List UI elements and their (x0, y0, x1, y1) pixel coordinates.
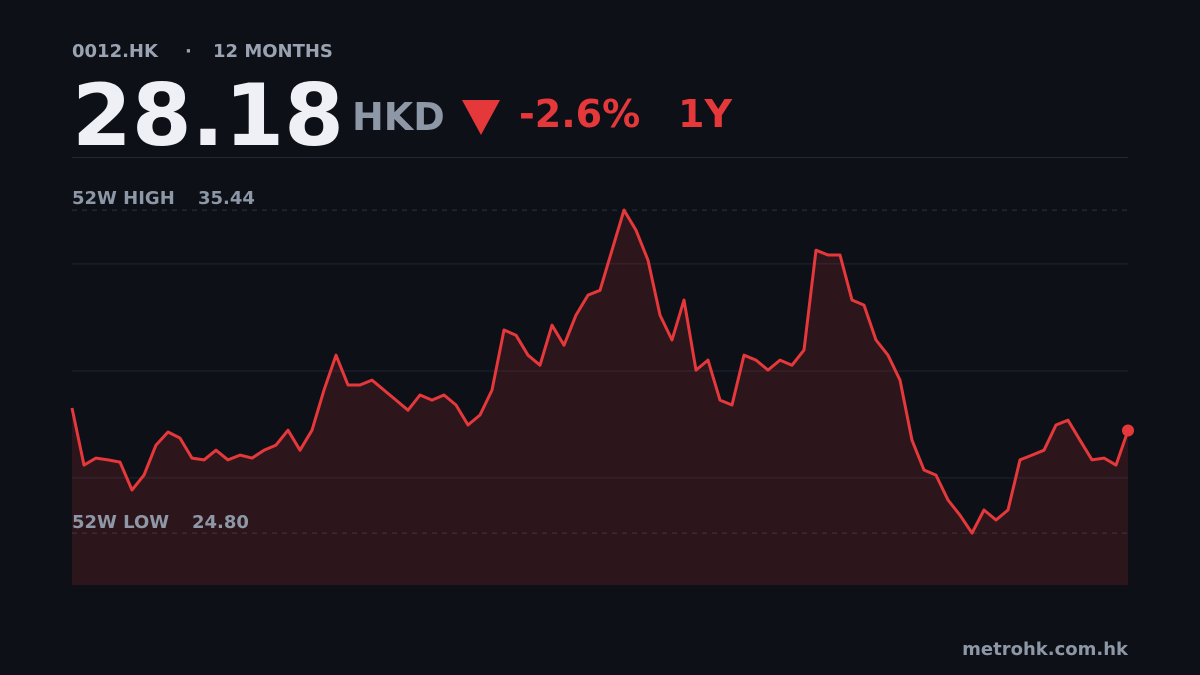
price: 28.18 (72, 66, 344, 166)
price-line (70, 208, 1130, 535)
low-value: 24.80 (192, 512, 249, 533)
change: -2.6% (519, 92, 640, 136)
ticker: 0012.HK (72, 41, 159, 62)
change-arrow (462, 100, 500, 135)
high-value: 35.44 (198, 188, 255, 209)
high-label: 52W HIGH (72, 188, 175, 209)
source: metrohk.com.hk (962, 639, 1129, 660)
range: 1Y (678, 92, 732, 136)
last-point (1122, 424, 1134, 437)
low-label: 52W LOW (72, 512, 169, 533)
separator-dot: · (185, 41, 192, 62)
period: 12 MONTHS (213, 41, 333, 62)
area (72, 210, 1128, 585)
currency: HKD (352, 95, 445, 139)
